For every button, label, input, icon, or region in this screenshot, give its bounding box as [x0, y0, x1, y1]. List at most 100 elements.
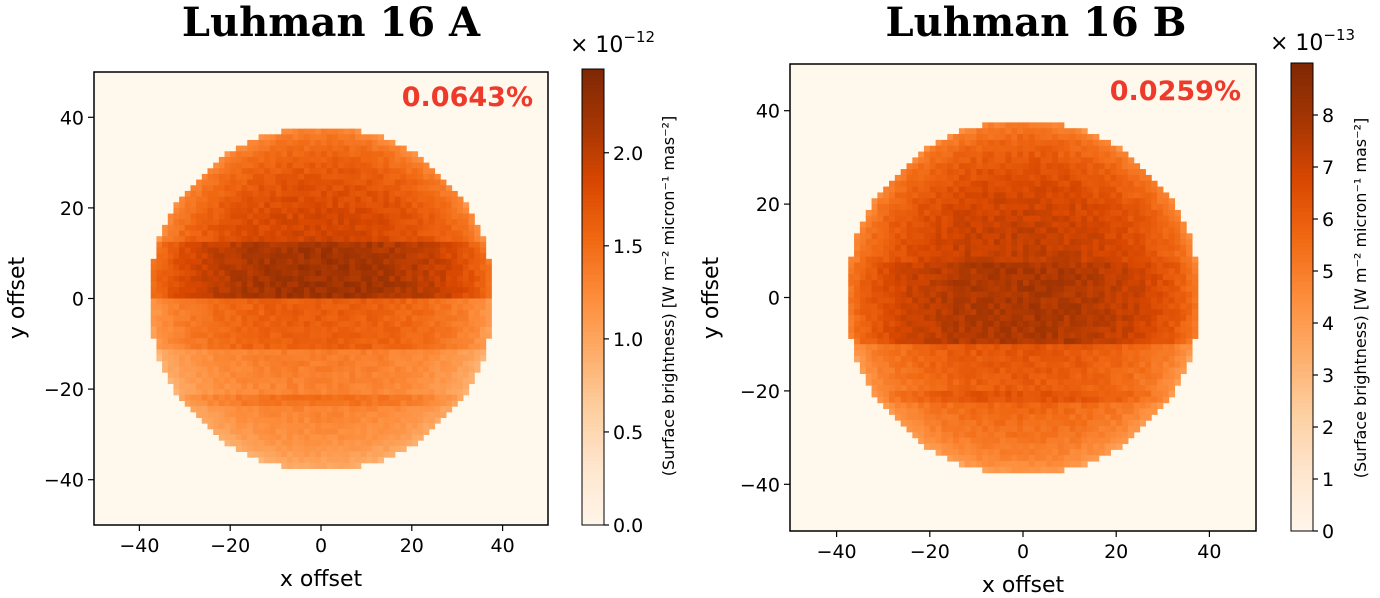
disk-pixel [1011, 139, 1018, 147]
disk-pixel [1028, 244, 1036, 252]
disk-pixel [1011, 239, 1018, 246]
disk-pixel [457, 196, 464, 203]
disk-pixel [958, 204, 966, 211]
disk-pixel [964, 198, 972, 205]
disk-pixel [269, 343, 277, 351]
disk-pixel [349, 326, 356, 334]
disk-pixel [207, 292, 214, 300]
disk-pixel [241, 377, 248, 385]
disk-pixel [275, 287, 282, 294]
disk-pixel [976, 239, 983, 246]
colorbar-segment [582, 259, 604, 264]
disk-pixel [1081, 169, 1088, 176]
disk-pixel [923, 151, 931, 158]
disk-pixel [400, 224, 407, 232]
disk-pixel [321, 338, 328, 345]
disk-pixel [1069, 285, 1077, 293]
disk-pixel [941, 233, 948, 240]
disk-pixel [1040, 291, 1047, 299]
disk-pixel [366, 230, 373, 237]
disk-pixel [462, 372, 470, 379]
disk-pixel [993, 180, 1001, 188]
disk-pixel [207, 253, 214, 260]
disk-pixel [877, 326, 884, 334]
disk-pixel [1098, 139, 1106, 147]
disk-pixel [377, 406, 385, 413]
disk-pixel [440, 332, 447, 339]
disk-pixel [213, 338, 220, 345]
disk-pixel [264, 253, 271, 260]
disk-pixel [247, 281, 254, 288]
disk-pixel [264, 139, 271, 147]
disk-pixel [970, 309, 977, 316]
disk-pixel [326, 247, 333, 254]
disk-pixel [207, 185, 214, 192]
disk-pixel [218, 185, 226, 192]
disk-pixel [1174, 215, 1181, 223]
disk-pixel [1098, 244, 1106, 252]
disk-pixel [457, 355, 464, 362]
disk-pixel [1034, 239, 1042, 246]
disk-pixel [1028, 215, 1036, 223]
disk-pixel [1151, 209, 1158, 217]
disk-pixel [1139, 221, 1146, 229]
disk-pixel [871, 233, 878, 240]
disk-pixel [1052, 227, 1059, 234]
disk-pixel [235, 349, 243, 356]
disk-pixel [976, 279, 983, 287]
disk-pixel [1081, 233, 1088, 240]
disk-pixel [343, 202, 350, 209]
disk-pixel [241, 355, 248, 362]
disk-pixel [321, 400, 328, 407]
disk-pixel [900, 268, 908, 275]
disk-pixel [400, 270, 407, 277]
disk-pixel [993, 209, 1001, 217]
disk-pixel [1052, 186, 1059, 194]
disk-pixel [1156, 274, 1164, 281]
disk-pixel [854, 326, 861, 334]
disk-pixel [1122, 192, 1129, 199]
disk-pixel [428, 168, 436, 175]
disk-pixel [349, 372, 356, 379]
disk-pixel [1057, 215, 1065, 223]
colorbar-segment [582, 312, 604, 317]
disk-pixel [349, 298, 356, 305]
disk-pixel [156, 275, 163, 283]
disk-pixel [411, 417, 419, 424]
disk-pixel [400, 304, 407, 311]
disk-pixel [303, 128, 311, 135]
disk-pixel [269, 377, 277, 385]
disk-pixel [1017, 122, 1024, 129]
disk-pixel [941, 198, 948, 205]
disk-pixel [871, 315, 878, 322]
disk-pixel [423, 241, 430, 249]
colorbar-segment [582, 468, 604, 473]
disk-pixel [1023, 157, 1030, 164]
disk-pixel [394, 179, 402, 186]
disk-pixel [326, 309, 333, 317]
disk-pixel [457, 264, 464, 271]
disk-pixel [269, 213, 277, 220]
disk-pixel [201, 287, 209, 294]
disk-pixel [1063, 274, 1071, 281]
disk-pixel [1046, 169, 1053, 176]
disk-pixel [343, 207, 350, 215]
disk-pixel [394, 383, 402, 390]
disk-pixel [326, 343, 333, 351]
disk-pixel [918, 256, 925, 264]
disk-pixel [953, 262, 960, 269]
disk-pixel [1075, 309, 1082, 316]
disk-pixel [1116, 192, 1123, 199]
disk-pixel [349, 230, 356, 237]
disk-pixel [889, 332, 896, 339]
disk-pixel [292, 383, 299, 390]
disk-pixel [1069, 320, 1077, 328]
disk-pixel [976, 297, 983, 304]
disk-pixel [332, 134, 339, 141]
disk-pixel [201, 264, 209, 271]
disk-pixel [929, 204, 937, 211]
disk-pixel [1087, 291, 1094, 299]
disk-pixel [235, 321, 243, 328]
disk-pixel [1057, 227, 1065, 234]
disk-pixel [207, 168, 214, 175]
